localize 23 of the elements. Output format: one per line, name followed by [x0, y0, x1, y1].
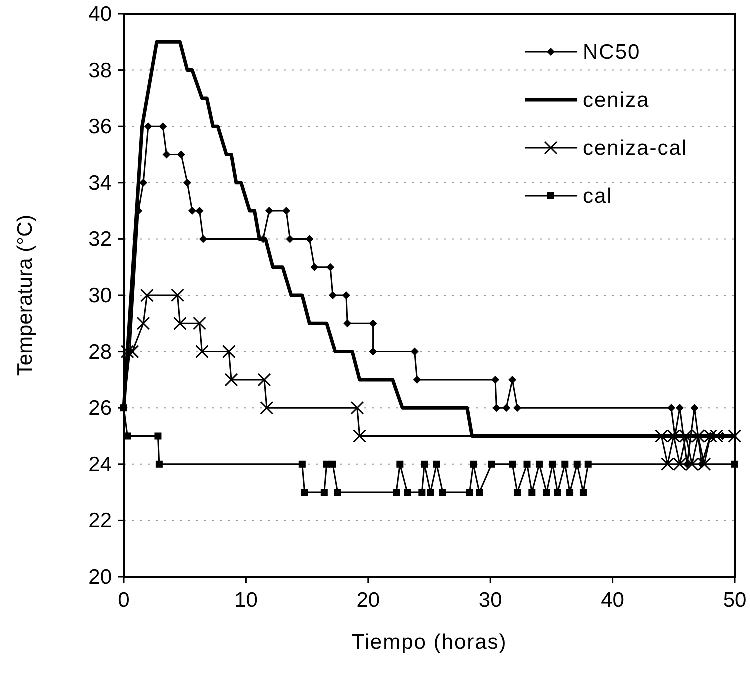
- x-tick-label: 10: [234, 589, 258, 612]
- legend-label: cal: [583, 185, 613, 208]
- legend-label: ceniza-cal: [583, 137, 688, 160]
- y-tick-label: 24: [88, 453, 112, 476]
- y-tick-label: 28: [88, 340, 112, 364]
- x-tick-label: 0: [118, 589, 130, 612]
- legend-label: ceniza: [583, 89, 650, 112]
- y-tick-label: 36: [88, 116, 112, 139]
- x-tick-label: 30: [478, 589, 502, 612]
- y-tick-label: 40: [88, 3, 112, 26]
- x-axis-title: Tiempo (horas): [352, 631, 508, 654]
- legend-label: NC50: [583, 41, 641, 64]
- x-tick-label: 40: [601, 589, 624, 612]
- y-tick-label: 38: [88, 59, 112, 82]
- y-tick-label: 20: [88, 566, 112, 589]
- x-tick-label: 20: [356, 589, 380, 612]
- y-tick-label: 30: [88, 284, 112, 308]
- y-tick-label: 22: [88, 510, 112, 533]
- y-tick-label: 34: [88, 172, 112, 195]
- y-tick-label: 32: [88, 228, 112, 252]
- y-axis-title: Temperatura (°C): [14, 214, 37, 376]
- x-tick-label: 50: [723, 589, 747, 612]
- y-tick-label: 26: [88, 397, 112, 420]
